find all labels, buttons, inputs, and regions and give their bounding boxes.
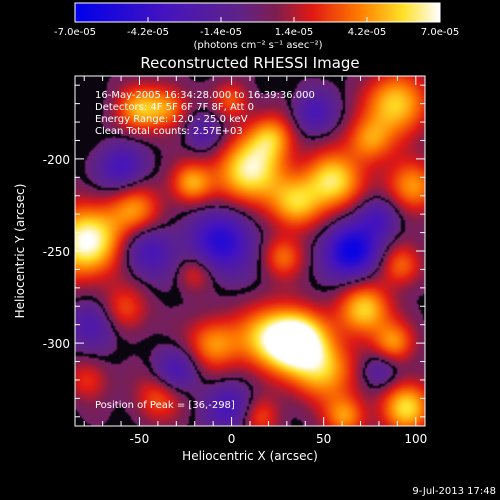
colorbar-tick-label: 7.0e-05 [421,27,459,38]
colorbar-ticks: -7.0e-05 -4.2e-05 -1.4e-05 1.4e-05 4.2e-05 7.… [54,17,459,38]
colorbar-tick-label: -1.4e-05 [200,27,242,38]
chart-title: Reconstructed RHESSI Image [140,54,359,72]
colorbar-unit-label: (photons cm⁻² s⁻¹ asec⁻²) [193,40,322,51]
colorbar-tick-label: 4.2e-05 [348,27,386,38]
y-tick-label: -200 [43,153,70,167]
colorbar-tick-label: -4.2e-05 [127,27,169,38]
colorbar-gradient [75,3,440,22]
colorbar-frame [74,2,441,23]
footer-timestamp: 9-Jul-2013 17:48 [412,486,496,497]
annotations: 16-May-2005 16:34:28.000 to 16:39:36.000… [95,90,315,411]
axis-ticks: -50 0 50 100 -200 -250 -300 [43,76,427,446]
annotation-time-range: 16-May-2005 16:34:28.000 to 16:39:36.000 [95,90,315,101]
y-tick-label: -250 [43,245,70,259]
colorbar-tick-label: -7.0e-05 [54,27,96,38]
annotation-detectors: Detectors: 4F 5F 6F 7F 8F, Att 0 [95,102,254,113]
x-tick-label: -50 [130,432,150,446]
x-tick-label: 50 [316,432,331,446]
colorbar-tick-label: 1.4e-05 [275,27,313,38]
annotation-peak-position: Position of Peak = [36,-298] [95,400,235,411]
annotation-energy-range: Energy Range: 12.0 - 25.0 keV [95,114,248,125]
y-tick-label: -300 [43,337,70,351]
x-tick-label: 0 [228,432,236,446]
annotation-clean-counts: Clean Total counts: 2.57E+03 [95,126,243,137]
heatmap-image [75,76,425,426]
y-axis-label: Heliocentric Y (arcsec) [13,184,27,319]
x-axis-label: Heliocentric X (arcsec) [182,449,318,463]
x-tick-label: 100 [404,432,427,446]
